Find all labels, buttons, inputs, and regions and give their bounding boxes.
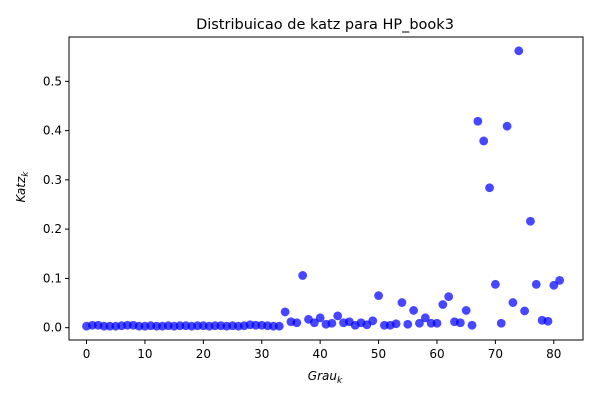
data-point <box>315 313 325 323</box>
x-tick-label: 20 <box>196 347 211 361</box>
x-tick-label: 30 <box>254 347 269 361</box>
data-point <box>309 318 319 328</box>
x-tick-label: 50 <box>371 347 386 361</box>
y-tick-label: 0.5 <box>43 74 62 88</box>
data-point <box>292 318 302 328</box>
data-point <box>391 319 401 329</box>
data-point <box>508 298 518 307</box>
y-axis-label-main: Katz <box>14 176 28 203</box>
x-tick-label: 10 <box>137 347 152 361</box>
chart-title: Distribuicao de katz para HP_book3 <box>196 17 454 33</box>
data-point <box>496 318 506 328</box>
data-point <box>374 291 383 301</box>
data-point <box>543 316 553 326</box>
x-axis-label-subscript: k <box>337 376 343 386</box>
data-point <box>444 292 454 302</box>
data-point <box>420 313 430 323</box>
x-tick-label: 80 <box>546 347 561 361</box>
data-point <box>415 318 424 328</box>
x-axis-label-main: Grau <box>308 369 338 383</box>
y-tick-label: 0.4 <box>43 124 62 138</box>
data-point <box>397 298 407 307</box>
y-axis-label: Katzk <box>14 171 31 203</box>
y-axis-label-subscript: k <box>21 171 31 177</box>
plot-area-frame <box>68 36 584 341</box>
data-point <box>368 316 378 326</box>
data-point <box>526 216 535 226</box>
data-point <box>531 279 541 289</box>
data-point <box>409 306 419 315</box>
data-point <box>333 311 343 321</box>
y-tick-label: 0.1 <box>43 271 62 285</box>
y-tick-label: 0.3 <box>43 173 62 187</box>
data-point <box>467 320 477 330</box>
data-point <box>298 271 308 280</box>
x-tick-label: 60 <box>429 347 444 361</box>
x-axis-ticks: 0 10 20 30 40 50 60 70 80 <box>83 340 561 361</box>
data-point <box>327 318 337 328</box>
x-tick-label: 70 <box>488 347 503 361</box>
data-point <box>555 275 565 285</box>
data-point <box>473 116 483 126</box>
data-point <box>479 136 489 146</box>
data-point <box>485 183 494 193</box>
data-point <box>438 300 448 309</box>
x-tick-label: 40 <box>313 347 328 361</box>
data-point <box>432 318 442 328</box>
y-axis-ticks: 0.0 0.1 0.2 0.3 0.4 0.5 <box>43 74 69 335</box>
data-point <box>280 307 290 317</box>
data-point <box>455 318 465 328</box>
data-point <box>520 306 529 316</box>
data-point <box>502 121 512 131</box>
data-point <box>514 46 524 56</box>
data-point <box>549 280 559 290</box>
data-point <box>403 319 413 329</box>
data-point <box>461 306 471 315</box>
data-point <box>490 279 500 289</box>
x-axis-label: Grauk <box>308 369 343 386</box>
data-points <box>82 46 565 331</box>
data-point <box>274 321 284 331</box>
y-tick-label: 0.0 <box>43 321 62 335</box>
y-tick-label: 0.2 <box>43 222 62 236</box>
x-tick-label: 0 <box>83 347 91 361</box>
